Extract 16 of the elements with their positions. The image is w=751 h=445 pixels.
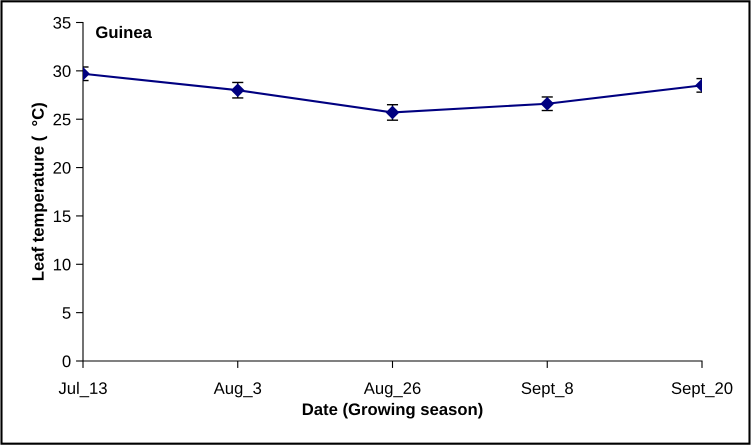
chart-title: Guinea [96,26,152,38]
y-axis-title: Leaf temperature ( °C) [32,103,48,280]
x-tick-label: Jul_13 [58,382,107,398]
y-tick-label: 10 [54,258,71,270]
y-tick-label: 30 [53,65,71,78]
y-tick-label: 5 [62,307,70,319]
x-axis-title: Date (Growing season) [302,402,482,419]
y-tick-label: 15 [54,210,70,222]
x-tick-label: Sept_8 [522,382,573,398]
x-tick-label: Aug_3 [214,382,262,398]
y-tick-label: 0 [62,355,71,368]
x-tick-label: Aug_26 [364,382,420,398]
x-tick-label: Sept_20 [672,382,732,398]
y-tick-label: 35 [53,16,70,29]
y-tick-label: 25 [53,114,70,126]
y-tick-label: 20 [53,162,71,174]
